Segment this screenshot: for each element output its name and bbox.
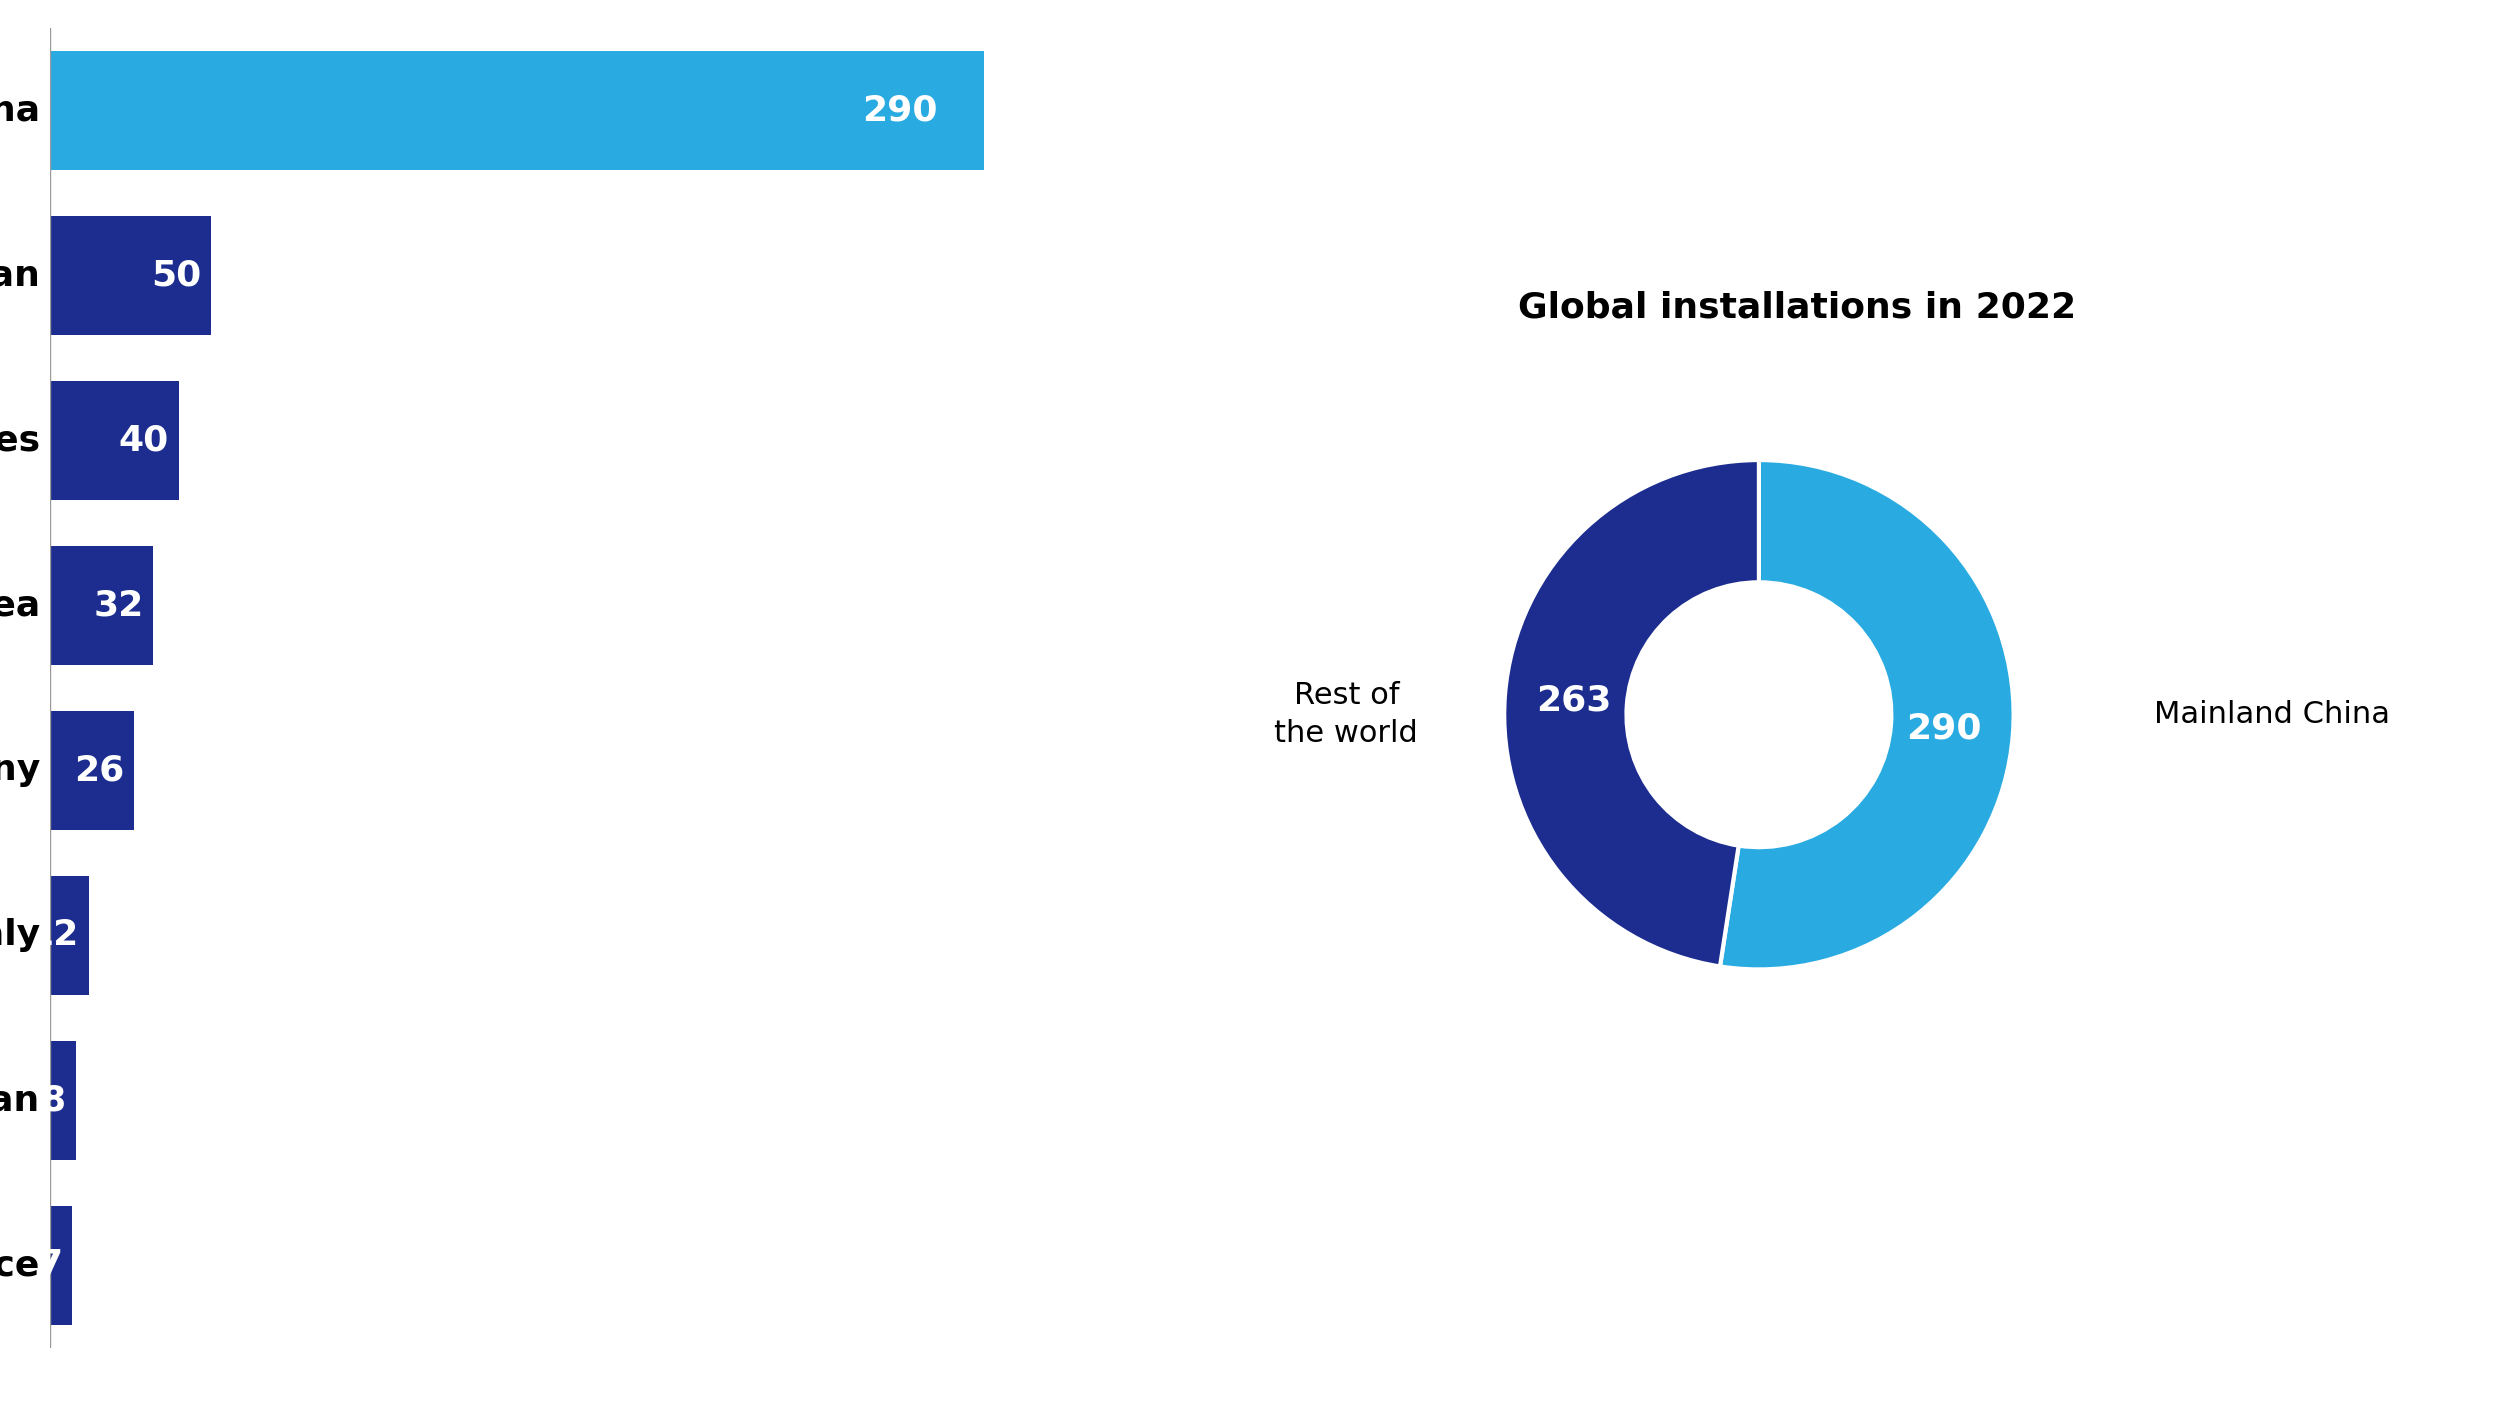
Text: Germany: Germany <box>0 754 40 788</box>
Text: 8: 8 <box>40 1084 65 1118</box>
Bar <box>50 51 983 170</box>
Wedge shape <box>1505 461 1760 966</box>
Text: Mainland China: Mainland China <box>2154 701 2389 729</box>
Text: 12: 12 <box>27 918 80 952</box>
Text: 7: 7 <box>37 1248 62 1282</box>
Text: 26: 26 <box>75 754 125 788</box>
Bar <box>50 876 87 995</box>
Text: 32: 32 <box>92 588 142 622</box>
Title: Global installations in 2022: Global installations in 2022 <box>1518 291 2077 324</box>
Text: Japan: Japan <box>0 258 40 292</box>
Text: 40: 40 <box>120 424 170 458</box>
Text: South Korea: South Korea <box>0 588 40 622</box>
Text: Mainland China: Mainland China <box>0 94 40 128</box>
Text: Taiwan: Taiwan <box>0 1084 40 1118</box>
Text: 263: 263 <box>1535 684 1612 717</box>
Bar <box>50 216 212 336</box>
Text: 290: 290 <box>1907 712 1982 746</box>
Bar <box>50 380 180 500</box>
Wedge shape <box>1720 461 2014 969</box>
Bar <box>50 546 152 665</box>
Bar <box>50 710 135 830</box>
Text: United States: United States <box>0 424 40 458</box>
Text: 50: 50 <box>152 258 202 292</box>
Text: 290: 290 <box>861 94 936 128</box>
Text: Italy: Italy <box>0 918 40 952</box>
Bar <box>50 1206 72 1325</box>
Text: Rest of
the world: Rest of the world <box>1275 681 1418 748</box>
Text: France: France <box>0 1248 40 1282</box>
Bar <box>50 1040 75 1160</box>
